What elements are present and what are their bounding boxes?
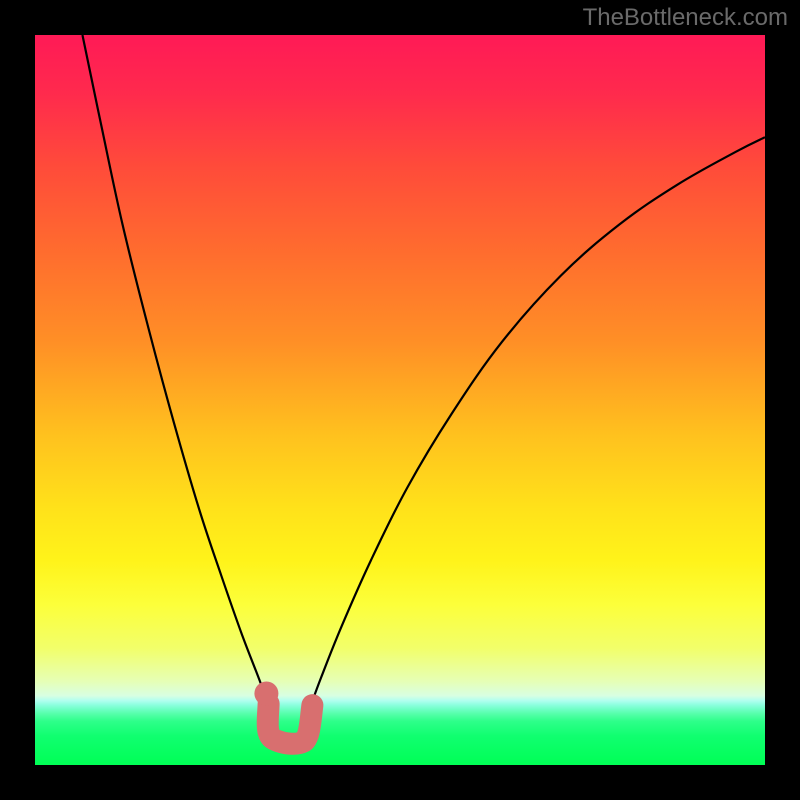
curve-right-branch bbox=[311, 137, 765, 705]
bottom-squiggle bbox=[268, 704, 313, 744]
bottom-squiggle-dot bbox=[254, 681, 278, 705]
watermark-text: TheBottleneck.com bbox=[583, 4, 788, 32]
curve-layer bbox=[35, 35, 765, 765]
curve-left-branch bbox=[82, 35, 268, 707]
plot-area bbox=[35, 35, 765, 765]
